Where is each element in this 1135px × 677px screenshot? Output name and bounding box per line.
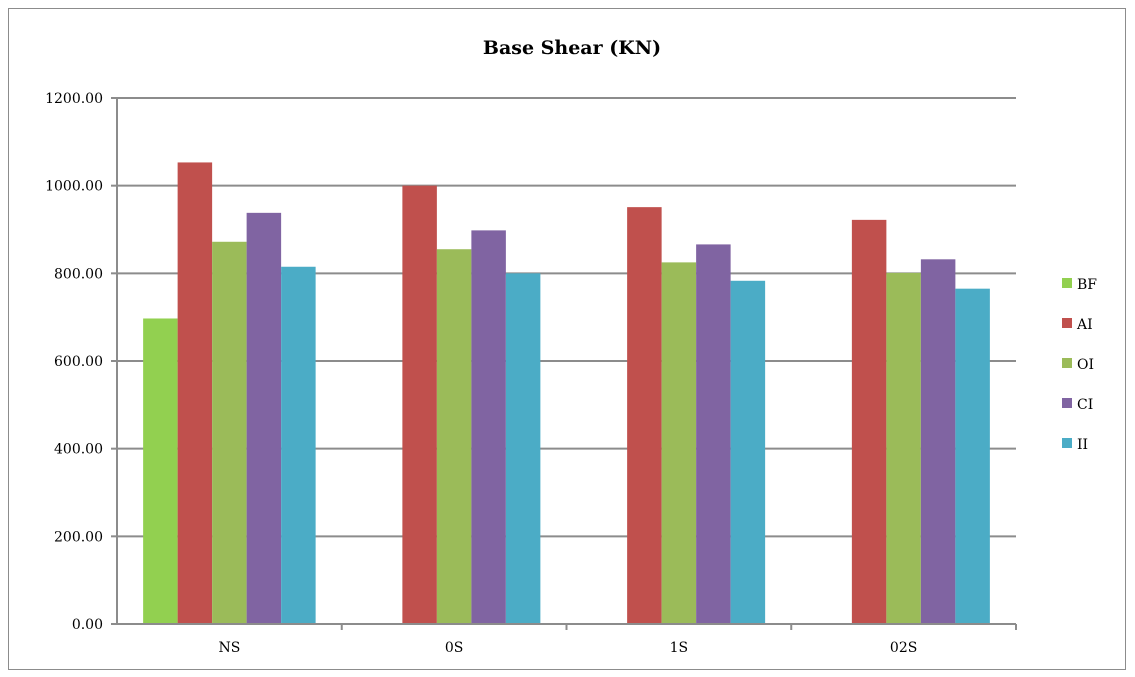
bar-bf-ns (143, 318, 178, 624)
y-tick-label: 400.00 (54, 442, 103, 458)
x-tick-label: 1S (670, 640, 689, 656)
bar-ci-0s (471, 230, 506, 625)
legend-swatch-ii (1062, 438, 1072, 448)
bar-ii-ns (281, 266, 316, 624)
bar-oi-1s (661, 262, 697, 624)
x-axis-ticks: NS 0S 1S 02S (218, 640, 917, 656)
legend-swatch-bf (1062, 278, 1072, 288)
y-tick-label: 1000.00 (45, 179, 103, 195)
bar-ai-0s (402, 185, 437, 624)
bar-ii-02s (955, 288, 990, 624)
bar-oi-0s (436, 249, 472, 624)
bar-ii-0s (505, 273, 541, 624)
legend-swatch-ci (1062, 398, 1072, 408)
y-tick-label: 0.00 (72, 617, 103, 633)
y-tick-label: 1200.00 (45, 91, 103, 107)
y-tick-label: 200.00 (54, 529, 103, 545)
legend-label-ii: II (1077, 437, 1088, 453)
legend-swatch-oi (1062, 358, 1072, 368)
x-tick-label: NS (218, 640, 240, 656)
legend-label-bf: BF (1077, 277, 1097, 293)
bar-ai-ns (177, 162, 213, 624)
chart-title: Base Shear (KN) (483, 37, 661, 59)
bar-oi-ns (212, 241, 247, 625)
bar-ci-ns (246, 212, 282, 625)
legend-label-ai: AI (1076, 317, 1093, 333)
bar-ai-02s (851, 219, 887, 624)
bar-ai-1s (627, 207, 662, 624)
y-tick-label: 600.00 (54, 354, 103, 370)
bar-oi-02s (886, 272, 921, 624)
bar-ii-1s (730, 280, 766, 624)
legend-swatch-ai (1062, 318, 1072, 328)
axes (111, 97, 1017, 630)
legend-label-oi: OI (1077, 357, 1094, 373)
bar-ci-1s (696, 244, 731, 625)
bar-ci-02s (920, 259, 956, 624)
legend: BF AI OI CI II (1062, 277, 1097, 453)
legend-label-ci: CI (1077, 397, 1093, 413)
y-axis-ticks: 0.00 200.00 400.00 600.00 800.00 1000.00 1200.… (45, 91, 103, 633)
y-tick-label: 800.00 (54, 266, 103, 282)
bars (143, 162, 990, 625)
x-tick-label: 0S (445, 640, 464, 656)
x-tick-label: 02S (890, 640, 917, 656)
